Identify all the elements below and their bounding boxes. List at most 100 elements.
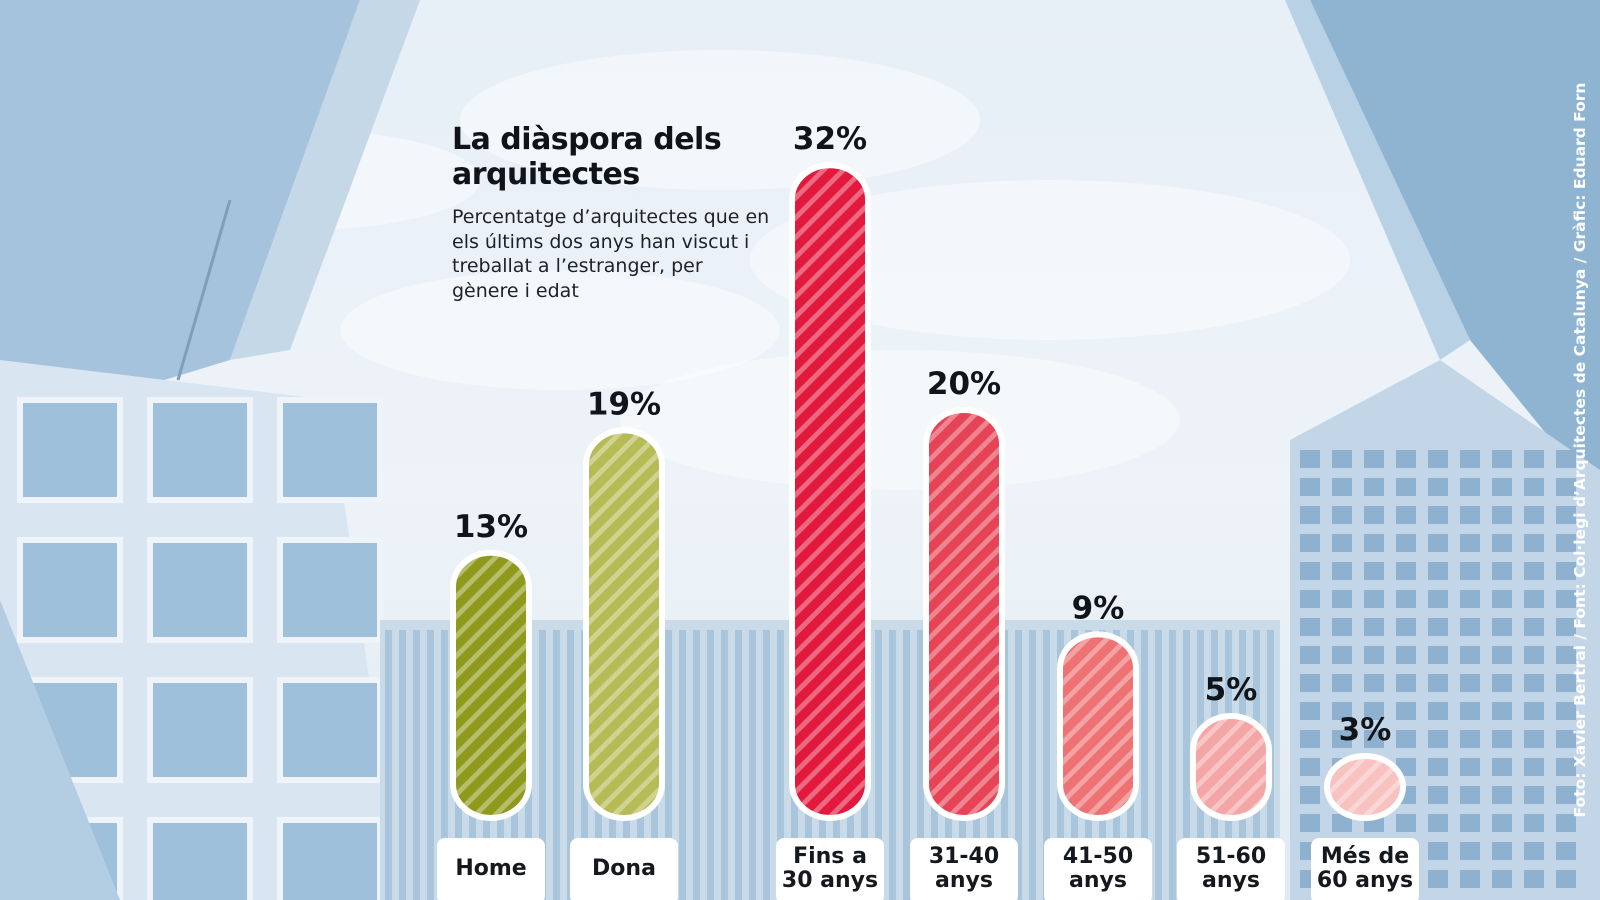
window bbox=[17, 537, 123, 643]
category-label-text: 30 anys bbox=[782, 868, 878, 893]
facade-slat bbox=[665, 630, 672, 900]
window bbox=[1428, 562, 1448, 580]
window bbox=[1460, 646, 1480, 664]
window bbox=[1300, 618, 1320, 636]
window bbox=[147, 397, 253, 503]
category-label-box bbox=[570, 838, 678, 900]
category-label: Fins a30 anys bbox=[776, 838, 884, 900]
category-label-text: anys bbox=[1202, 868, 1260, 893]
window bbox=[1460, 758, 1480, 776]
window bbox=[1492, 450, 1512, 468]
window bbox=[1524, 674, 1544, 692]
window bbox=[1300, 450, 1320, 468]
bar bbox=[923, 407, 1005, 821]
window bbox=[1300, 590, 1320, 608]
window bbox=[1364, 646, 1384, 664]
window bbox=[1556, 562, 1576, 580]
facade-slat bbox=[721, 630, 728, 900]
window bbox=[1428, 814, 1448, 832]
category-label-box bbox=[910, 838, 1018, 900]
window bbox=[1332, 702, 1352, 720]
antenna bbox=[176, 199, 232, 381]
window bbox=[1524, 870, 1544, 888]
window bbox=[1492, 758, 1512, 776]
window bbox=[1556, 674, 1576, 692]
window bbox=[1460, 478, 1480, 496]
window bbox=[1556, 730, 1576, 748]
value-label: 32% bbox=[793, 121, 867, 157]
facade-slat bbox=[553, 630, 560, 900]
window bbox=[1524, 842, 1544, 860]
value-label: 9% bbox=[1072, 590, 1125, 626]
window bbox=[1556, 646, 1576, 664]
tower-left-bottom bbox=[0, 600, 120, 900]
tower-left-top bbox=[0, 0, 360, 430]
window bbox=[1524, 618, 1544, 636]
category-label-text: 41-50 bbox=[1063, 844, 1133, 869]
bars bbox=[450, 162, 1406, 822]
window bbox=[1428, 646, 1448, 664]
bar bbox=[450, 549, 532, 821]
window bbox=[1428, 674, 1448, 692]
facade-slat bbox=[749, 630, 756, 900]
category-label: Home bbox=[437, 838, 545, 900]
facade-slat bbox=[763, 630, 770, 900]
window bbox=[1396, 618, 1416, 636]
facade-slat bbox=[917, 630, 924, 900]
window bbox=[1396, 674, 1416, 692]
chart-subtitle: Percentatge d’arquitectes que en els últ… bbox=[452, 206, 770, 302]
window bbox=[1428, 534, 1448, 552]
window bbox=[1492, 478, 1512, 496]
category-label-box bbox=[1311, 838, 1419, 900]
category-label-text: 51-60 bbox=[1196, 844, 1266, 869]
bar bbox=[1324, 753, 1406, 821]
window bbox=[1492, 674, 1512, 692]
window bbox=[1300, 506, 1320, 524]
window bbox=[1524, 702, 1544, 720]
window bbox=[1556, 702, 1576, 720]
window bbox=[1492, 534, 1512, 552]
window bbox=[1460, 702, 1480, 720]
window bbox=[1524, 758, 1544, 776]
category-label-text: 60 anys bbox=[1317, 868, 1413, 893]
chart-title: La diàspora dels arquitectes bbox=[452, 122, 722, 192]
photo-source-credit: Foto: Xavier Bertral / Font: Col·legi d’… bbox=[1571, 82, 1589, 818]
window bbox=[1492, 786, 1512, 804]
window bbox=[1332, 562, 1352, 580]
value-label: 3% bbox=[1339, 712, 1392, 748]
window bbox=[1364, 506, 1384, 524]
window bbox=[1492, 730, 1512, 748]
value-label: 20% bbox=[927, 366, 1001, 402]
bar bbox=[1190, 713, 1272, 821]
facade-slat bbox=[1155, 630, 1162, 900]
window bbox=[1460, 590, 1480, 608]
facade-slat bbox=[427, 630, 434, 900]
window bbox=[1428, 450, 1448, 468]
window bbox=[1332, 646, 1352, 664]
window bbox=[1556, 534, 1576, 552]
facade-slat bbox=[679, 630, 686, 900]
window bbox=[1300, 674, 1320, 692]
window bbox=[1524, 506, 1544, 524]
bar bbox=[1057, 631, 1139, 822]
window bbox=[1364, 478, 1384, 496]
window bbox=[1300, 758, 1320, 776]
window bbox=[1428, 786, 1448, 804]
facade-slat bbox=[735, 630, 742, 900]
window bbox=[1492, 814, 1512, 832]
window bbox=[1396, 562, 1416, 580]
value-labels: 13% 19% 32% 20% 9% 5% 3% bbox=[454, 121, 1391, 748]
window bbox=[1364, 534, 1384, 552]
window bbox=[1460, 618, 1480, 636]
value-label: 5% bbox=[1205, 672, 1258, 708]
window bbox=[1524, 646, 1544, 664]
category-label-text: 31-40 bbox=[929, 844, 999, 869]
window bbox=[1492, 590, 1512, 608]
window bbox=[1460, 814, 1480, 832]
window bbox=[1428, 618, 1448, 636]
window bbox=[1460, 730, 1480, 748]
